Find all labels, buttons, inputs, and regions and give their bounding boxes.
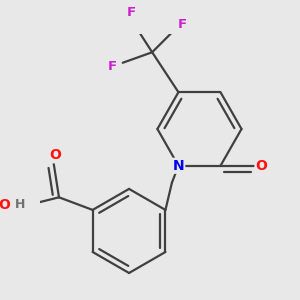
Text: O: O <box>256 159 267 173</box>
Text: N: N <box>172 159 184 173</box>
Text: O: O <box>0 198 10 212</box>
Text: F: F <box>108 61 117 74</box>
Text: F: F <box>178 18 187 32</box>
Text: H: H <box>15 198 25 211</box>
Text: O: O <box>49 148 61 162</box>
Text: F: F <box>127 6 136 19</box>
